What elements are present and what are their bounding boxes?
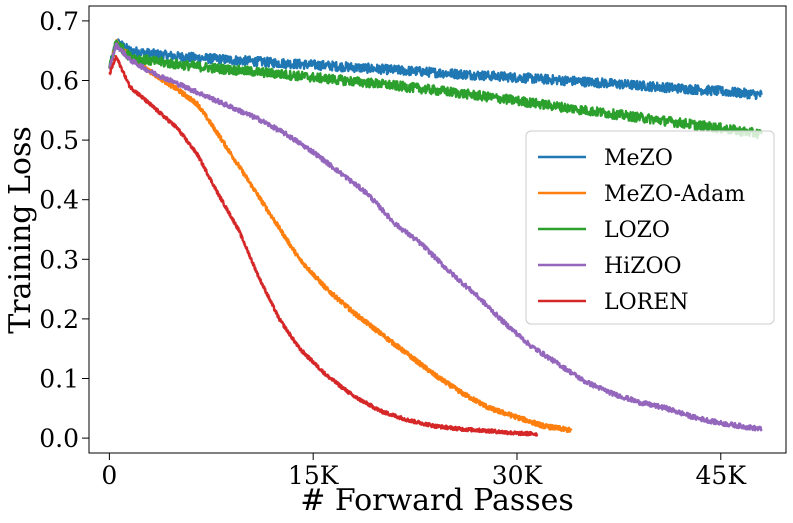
y-tick-label: 0.3 xyxy=(39,245,79,274)
y-tick-label: 0.0 xyxy=(39,424,79,453)
plot-area-frame xyxy=(88,5,787,454)
x-tick-label: 45K xyxy=(696,461,748,490)
y-tick-label: 0.4 xyxy=(39,186,79,215)
y-axis-ticks: 0.0 0.1 0.2 0.3 0.4 0.5 0.6 0.7 xyxy=(39,7,89,453)
y-tick-label: 0.7 xyxy=(39,7,79,36)
legend-label-hizoo: HiZOO xyxy=(604,254,682,279)
y-axis-label: Training Loss xyxy=(3,126,38,334)
legend: MeZO MeZO-Adam LOZO HiZOO LOREN xyxy=(525,130,775,325)
series-line-lozo xyxy=(108,39,763,140)
y-tick-label: 0.6 xyxy=(39,67,79,96)
y-tick-label: 0.2 xyxy=(39,305,79,334)
x-tick-label: 0 xyxy=(101,461,117,490)
x-tick-label: 15K xyxy=(288,461,340,490)
x-axis-ticks: 0 15K 30K 45K xyxy=(101,453,747,490)
series-line-loren xyxy=(108,54,539,437)
legend-label-loren: LOREN xyxy=(604,290,689,315)
series-line-hizoo xyxy=(108,42,763,432)
x-axis-label: # Forward Passes xyxy=(300,483,574,518)
series-line-mezo-adam xyxy=(108,38,573,434)
series-lines xyxy=(108,38,763,437)
x-tick-label: 30K xyxy=(492,461,544,490)
series-line-mezo xyxy=(108,38,763,101)
y-tick-label: 0.1 xyxy=(39,365,79,394)
y-tick-label: 0.5 xyxy=(39,126,79,155)
legend-label-lozo: LOZO xyxy=(604,218,670,243)
legend-box xyxy=(525,130,775,325)
legend-label-mezo: MeZO xyxy=(604,146,673,171)
legend-label-mezo-adam: MeZO-Adam xyxy=(604,182,745,207)
